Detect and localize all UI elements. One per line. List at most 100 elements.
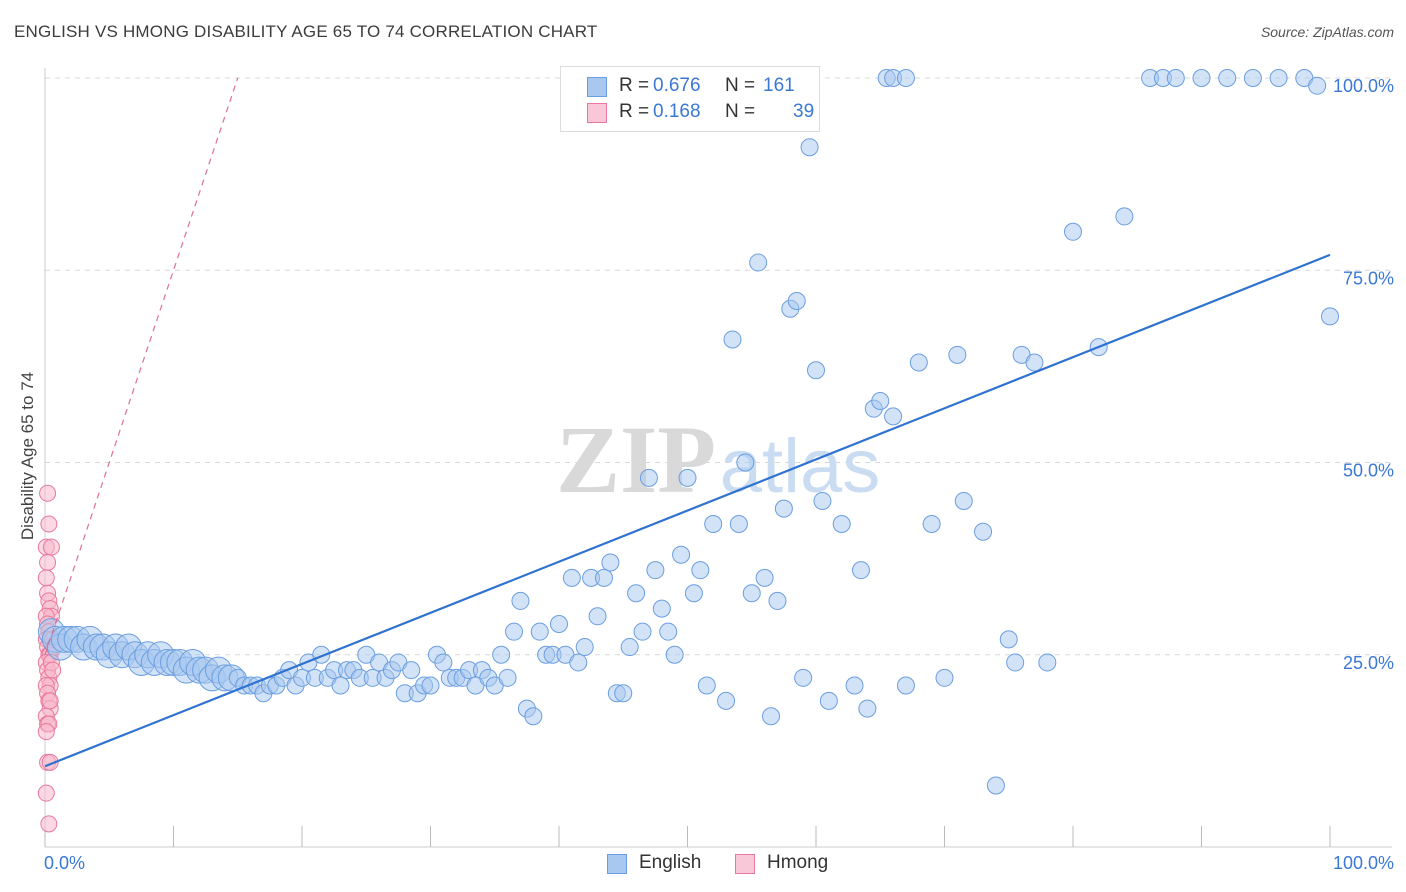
english-point [832, 515, 851, 534]
english-point [896, 69, 915, 87]
english-point [768, 591, 787, 610]
hmong-point [37, 569, 55, 587]
hmong-point [39, 484, 57, 502]
english-point [800, 138, 819, 157]
english-point [421, 676, 440, 695]
legend-r-label: R = [619, 75, 650, 96]
english-point [819, 691, 838, 710]
hmong-point [37, 784, 55, 802]
english-point [562, 568, 581, 587]
english-point [1269, 69, 1288, 87]
english-point [659, 622, 678, 641]
english-point [569, 653, 588, 672]
english-point [505, 622, 524, 641]
english-point [402, 661, 421, 680]
english-point [511, 591, 530, 610]
hmong-point [39, 553, 57, 571]
english-point [729, 515, 748, 534]
english-point [633, 622, 652, 641]
english-point [986, 776, 1005, 795]
english-point [794, 668, 813, 687]
english-point [594, 568, 613, 587]
english-point [1006, 653, 1025, 672]
english-point [1064, 222, 1082, 241]
english-point [1192, 69, 1211, 87]
english-point [762, 707, 781, 726]
english-point [774, 499, 793, 518]
english-point [884, 407, 903, 426]
english-point [742, 584, 761, 603]
hmong-swatch [587, 103, 607, 123]
english-point [697, 676, 716, 695]
english-point [601, 553, 620, 572]
legend-english-n: 161 [763, 75, 795, 96]
english-point [627, 584, 646, 603]
english-point [704, 515, 723, 534]
english-point [851, 561, 870, 580]
legend-n-label: N = [725, 101, 756, 122]
hmong-point [44, 661, 62, 679]
hmong-point [40, 815, 58, 833]
english-point [575, 638, 594, 657]
x-tick-label: 0.0% [44, 853, 85, 873]
english-point [646, 561, 665, 580]
watermark-zip: ZIP [556, 406, 716, 513]
english-point [1038, 653, 1057, 672]
english-point [736, 453, 755, 472]
english-point [807, 361, 825, 380]
english-point [1243, 69, 1262, 87]
legend: R = 0.676 N = 161 R = 0.168 N = 39 [560, 66, 820, 132]
hmong-point [42, 538, 60, 556]
x-tick-label: 100.0% [1333, 853, 1394, 873]
legend-hmong-r: 0.168 [653, 101, 701, 122]
english-point [871, 391, 890, 410]
legend-r-label: R = [619, 101, 650, 122]
y-tick-label: 25.0% [1343, 653, 1394, 673]
bottom-legend-hmong-label: Hmong [767, 852, 829, 873]
english-point [717, 691, 736, 710]
english-point [1308, 76, 1327, 95]
english-point [498, 668, 517, 687]
english-point [588, 607, 607, 626]
legend-n-label: N = [725, 75, 756, 96]
english-point [813, 491, 832, 510]
english-point [858, 699, 877, 718]
y-tick-label: 75.0% [1343, 268, 1394, 288]
english-point [524, 707, 543, 726]
english-swatch [587, 77, 607, 97]
english-point [614, 684, 633, 703]
y-axis-label: Disability Age 65 to 74 [18, 372, 37, 540]
english-point [620, 638, 639, 657]
english-point [530, 622, 549, 641]
english-trend-line [44, 253, 1331, 768]
english-point [550, 614, 568, 633]
english-point [434, 653, 453, 672]
english-point [787, 292, 806, 311]
english-point [1218, 69, 1237, 87]
bottom-legend-english-label: English [639, 852, 702, 873]
english-point [639, 468, 658, 487]
legend-hmong-n: 39 [793, 101, 815, 122]
english-point [691, 561, 710, 580]
english-point [896, 676, 915, 695]
chart-title: ENGLISH VS HMONG DISABILITY AGE 65 TO 74… [14, 22, 598, 41]
source-label: Source: ZipAtlas.com [1260, 24, 1394, 40]
english-point [948, 345, 967, 364]
y-tick-label: 100.0% [1333, 76, 1394, 96]
hmong-point [40, 515, 58, 533]
english-point [755, 568, 774, 587]
english-point [331, 676, 350, 695]
english-point [684, 584, 703, 603]
hmong-point [41, 692, 59, 710]
english-point [1321, 307, 1339, 326]
english-point [909, 353, 928, 372]
english-point [1115, 207, 1134, 226]
english-point [935, 668, 954, 687]
english-point [845, 676, 864, 695]
english-point [999, 630, 1018, 649]
y-tick-label: 50.0% [1343, 461, 1394, 481]
english-point [665, 645, 684, 664]
hmong-swatch [735, 854, 755, 874]
legend-english-r: 0.676 [653, 75, 701, 96]
